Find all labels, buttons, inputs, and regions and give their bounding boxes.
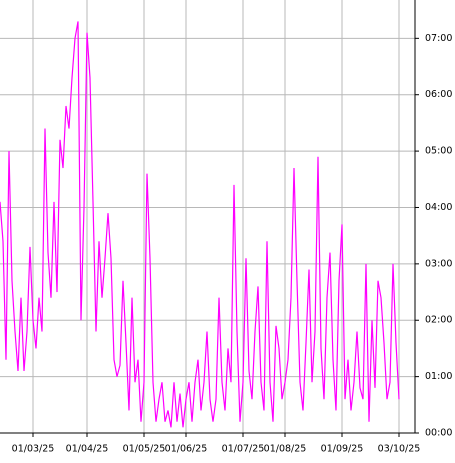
x-tick-label: 01/05/25 xyxy=(123,444,166,455)
y-tick-label: 02:00 xyxy=(425,315,452,326)
x-tick-label: 03/10/25 xyxy=(378,444,421,455)
y-tick-label: 04:00 xyxy=(425,202,452,213)
data-line xyxy=(0,21,400,428)
y-tick-label: 01:00 xyxy=(425,371,452,382)
y-tick-label: 07:00 xyxy=(425,33,452,44)
y-tick-label: 05:00 xyxy=(425,146,452,157)
y-tick-label: 00:00 xyxy=(425,428,452,439)
x-tick-label: 01/03/25 xyxy=(12,444,55,455)
x-tick-label: 01/04/25 xyxy=(66,444,109,455)
x-tick-label: 01/07/25 xyxy=(222,444,265,455)
x-tick-label: 01/08/25 xyxy=(264,444,307,455)
y-tick-label: 06:00 xyxy=(425,89,452,100)
x-tick-label: 01/06/25 xyxy=(165,444,208,455)
y-tick-label: 03:00 xyxy=(425,258,452,269)
x-tick-label: 01/09/25 xyxy=(321,444,364,455)
